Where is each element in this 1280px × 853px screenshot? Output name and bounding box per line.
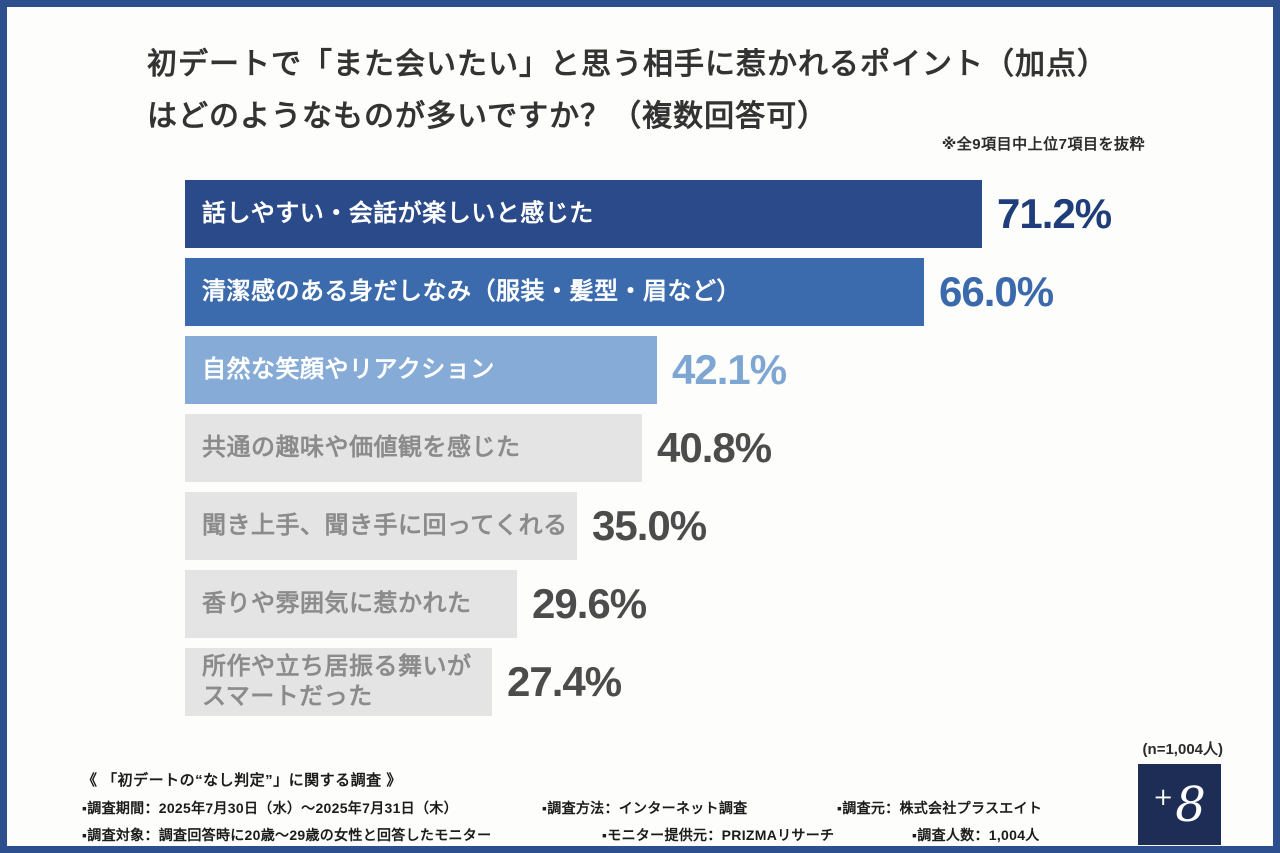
bar-chart: 話しやすい・会話が楽しいと感じた 71.2% 清潔感のある身だしなみ（服装・髪型… <box>185 180 1235 726</box>
survey-footer: 《 「初デートの“なし判定”」に関する調査 》 ▪調査期間：2025年7月30日… <box>82 769 1082 844</box>
bar: 清潔感のある身だしなみ（服装・髪型・眉など） <box>185 258 924 326</box>
bar-row: 自然な笑顔やリアクション 42.1% <box>185 336 1235 404</box>
survey-source: ▪調査元：株式会社プラスエイト <box>837 800 1043 816</box>
monitor-provider: ▪モニター提供元：PRIZMAリサーチ <box>602 827 835 843</box>
survey-target: ▪調査対象：調査回答時に20歳〜29歳の女性と回答したモニター <box>82 827 492 843</box>
footer-row-2: ▪調査対象：調査回答時に20歳〜29歳の女性と回答したモニター ▪モニター提供元… <box>82 817 1082 844</box>
bar-value-label: 66.0% <box>939 268 1054 315</box>
bar-value-label: 29.6% <box>532 580 647 627</box>
bar-row: 聞き上手、聞き手に回ってくれる 35.0% <box>185 492 1235 560</box>
title-line-2: はどのようなものが多いですか？（複数回答可） <box>147 99 829 133</box>
bar: 所作や立ち居振る舞いが スマートだった <box>185 648 492 716</box>
survey-method: ▪調査方法：インターネット調査 <box>542 800 748 816</box>
bar-label: 清潔感のある身だしなみ（服装・髪型・眉など） <box>202 278 741 305</box>
footer-row-1: ▪調査期間：2025年7月30日（水）〜2025年7月31日（木） ▪調査方法：… <box>82 790 1082 817</box>
bar-label: 話しやすい・会話が楽しいと感じた <box>202 200 594 227</box>
bar-row: 所作や立ち居振る舞いが スマートだった 27.4% <box>185 648 1235 716</box>
sample-size-note: (n=1,004人) <box>1142 741 1223 758</box>
bar-row: 共通の趣味や価値観を感じた 40.8% <box>185 414 1235 482</box>
bar-row: 清潔感のある身だしなみ（服装・髪型・眉など） 66.0% <box>185 258 1235 326</box>
survey-period: ▪調査期間：2025年7月30日（水）〜2025年7月31日（木） <box>82 800 458 816</box>
bar-label: 自然な笑顔やリアクション <box>202 356 495 383</box>
title-line-1: 初デートで「また会いたい」と思う相手に惹かれるポイント（加点） <box>147 48 1108 81</box>
bar: 香りや雰囲気に惹かれた <box>185 570 517 638</box>
logo-eight-glyph: 8 <box>1175 776 1206 833</box>
survey-count: ▪調査人数：1,004人 <box>912 827 1040 843</box>
bar-label: 聞き上手、聞き手に回ってくれる <box>202 512 568 539</box>
bar-label: 香りや雰囲気に惹かれた <box>202 590 472 617</box>
bar-value-label: 40.8% <box>657 424 772 471</box>
bar-value-label: 27.4% <box>507 658 622 705</box>
excerpt-note: ※全9項目中上位7項目を抜粋 <box>941 136 1145 153</box>
bar-label: 所作や立ち居振る舞いが スマートだった <box>202 653 472 710</box>
logo-plus-glyph: + <box>1153 782 1174 811</box>
page-title: 初デートで「また会いたい」と思う相手に惹かれるポイント（加点） はどのようなもの… <box>147 39 1108 142</box>
bar-value-label: 35.0% <box>592 502 707 549</box>
plus-eight-logo: +8 <box>1138 764 1221 845</box>
bar-row: 話しやすい・会話が楽しいと感じた 71.2% <box>185 180 1235 248</box>
bar: 話しやすい・会話が楽しいと感じた <box>185 180 982 248</box>
bar-value-label: 71.2% <box>997 190 1112 237</box>
bar-value-label: 42.1% <box>672 346 787 393</box>
survey-title: 《 「初デートの“なし判定”」に関する調査 》 <box>82 772 402 789</box>
bar-label: 共通の趣味や価値観を感じた <box>202 434 521 461</box>
bar: 自然な笑顔やリアクション <box>185 336 657 404</box>
bar-row: 香りや雰囲気に惹かれた 29.6% <box>185 570 1235 638</box>
bar: 共通の趣味や価値観を感じた <box>185 414 642 482</box>
bar: 聞き上手、聞き手に回ってくれる <box>185 492 577 560</box>
